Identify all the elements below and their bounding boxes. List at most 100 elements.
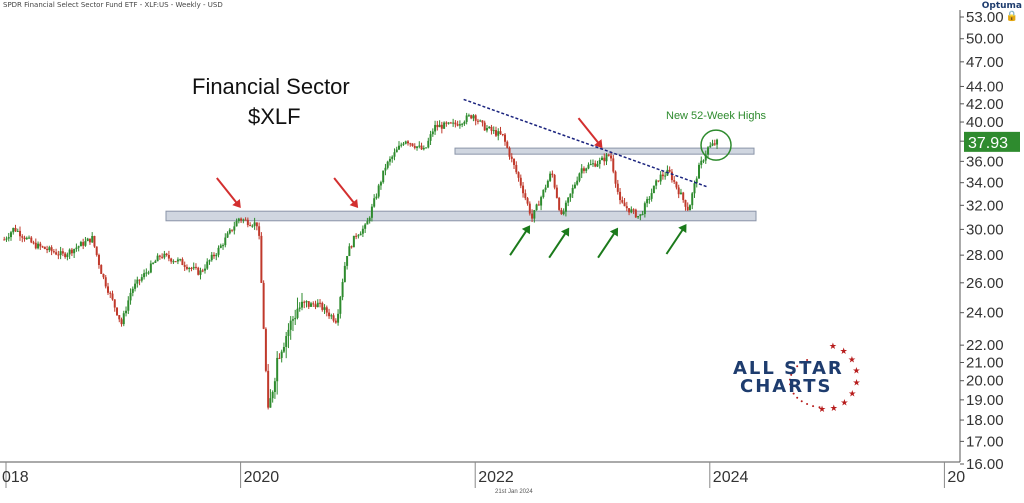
candle xyxy=(307,301,310,309)
candle xyxy=(686,202,689,211)
candle xyxy=(438,120,441,128)
candle xyxy=(409,142,412,147)
candle-body xyxy=(219,245,222,248)
candle-body xyxy=(598,160,601,165)
candle xyxy=(377,183,380,199)
candle xyxy=(276,351,279,395)
candle xyxy=(97,253,100,269)
optuma-logo-icon: Optuma xyxy=(982,1,1022,11)
candle xyxy=(628,208,631,216)
candle-body xyxy=(86,238,89,242)
candle-body xyxy=(291,319,294,321)
candle-body xyxy=(508,147,511,157)
candle-body xyxy=(497,131,500,136)
candle-body xyxy=(709,145,712,148)
candle xyxy=(93,235,96,248)
candle-body xyxy=(377,185,380,197)
candle xyxy=(355,233,358,240)
candle xyxy=(670,169,673,183)
candle xyxy=(434,120,437,135)
candle-body xyxy=(546,180,549,188)
candle-body xyxy=(34,242,37,249)
candle-body xyxy=(481,120,484,123)
candle-body xyxy=(334,320,337,323)
candle-body xyxy=(269,398,272,408)
candle-body xyxy=(404,141,407,144)
candle xyxy=(68,248,71,260)
logo-dot xyxy=(792,392,795,395)
candle-body xyxy=(39,243,42,247)
candle xyxy=(201,268,204,273)
candle xyxy=(39,241,42,250)
candle xyxy=(255,222,258,231)
candle xyxy=(215,252,218,261)
candle xyxy=(508,146,511,160)
candle xyxy=(165,252,168,257)
candle-body xyxy=(314,304,317,308)
footer-date: 21st Jan 2024 xyxy=(495,489,533,495)
candle-body xyxy=(19,230,22,237)
candle xyxy=(558,196,561,212)
candle-body xyxy=(571,187,574,194)
candle xyxy=(517,171,520,182)
candle-body xyxy=(210,254,213,261)
red-arrow-icon-shaft xyxy=(333,177,356,204)
red-arrow-icon xyxy=(333,177,359,209)
candle xyxy=(709,142,712,148)
candle-body xyxy=(591,163,594,165)
x-tick-label: 20 xyxy=(947,469,965,486)
candle xyxy=(116,307,119,317)
candle xyxy=(698,162,701,179)
candle xyxy=(476,118,479,125)
star-icon: ★ xyxy=(852,379,860,389)
candle-body xyxy=(686,206,689,211)
candle-body xyxy=(605,154,608,162)
y-tick-label: 24.00 xyxy=(966,305,1004,322)
candle xyxy=(34,238,37,250)
x-tick-label: 018 xyxy=(2,469,29,486)
candle xyxy=(436,120,439,131)
candle xyxy=(449,121,452,124)
candle-body xyxy=(648,198,651,200)
candle-body xyxy=(25,237,28,240)
candle-body xyxy=(621,200,624,203)
candle-body xyxy=(652,185,655,194)
candle-body xyxy=(494,130,497,136)
candle xyxy=(102,273,105,280)
x-tick-label: 2024 xyxy=(713,469,749,486)
candle-body xyxy=(9,232,12,238)
candle-body xyxy=(143,273,146,278)
candle-body xyxy=(580,168,583,174)
candle xyxy=(140,274,143,283)
candle xyxy=(420,142,423,150)
candle xyxy=(361,225,364,238)
candle xyxy=(429,130,432,145)
candle xyxy=(100,264,103,274)
candle xyxy=(325,305,328,317)
candle xyxy=(77,245,80,252)
candle xyxy=(614,170,617,188)
candle-body xyxy=(623,202,626,207)
candle xyxy=(573,182,576,190)
candle xyxy=(170,257,173,264)
candle xyxy=(5,236,8,242)
candle xyxy=(244,217,247,221)
candle-body xyxy=(465,115,468,122)
candle xyxy=(260,232,263,283)
candle-body xyxy=(136,279,139,284)
star-icon: ★ xyxy=(848,390,856,400)
candle xyxy=(641,210,644,216)
candle-body xyxy=(716,139,719,145)
candle xyxy=(431,128,434,137)
candle-body xyxy=(28,237,31,239)
candle xyxy=(163,250,166,260)
logo-line1: ALL STAR xyxy=(733,358,844,379)
candle-body xyxy=(391,156,394,159)
lock-icon[interactable]: 🔒 xyxy=(1005,11,1018,22)
candle xyxy=(535,203,538,211)
candle xyxy=(560,207,563,215)
candle-body xyxy=(357,235,360,237)
candle-body xyxy=(519,177,522,186)
candle xyxy=(576,176,579,186)
